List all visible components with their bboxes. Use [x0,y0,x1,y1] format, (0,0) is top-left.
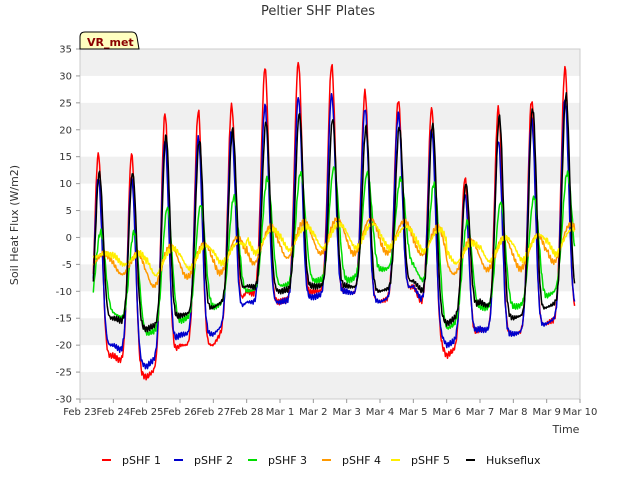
legend-label: pSHF 5 [411,454,450,467]
x-tick-label: Mar 4 [366,407,394,418]
series-line-pshf-5 [92,221,576,277]
plot-frame [79,48,581,400]
x-tick-label: Mar 6 [432,407,460,418]
plot-band [80,264,580,292]
y-tick-label: -10 [56,287,72,298]
y-tick-label: 20 [59,125,72,136]
x-tick-label: Feb 27 [197,407,231,418]
y-axis-label: Soil Heat Flux (W/m2) [8,165,21,285]
x-axis: Feb 23 Feb 24 Feb 25 Feb 26 Feb 27 Feb 28 Mar … [63,399,597,418]
y-tick-label: 30 [59,71,72,82]
y-tick-label: 0 [66,233,72,244]
y-tick-label: 15 [59,152,72,163]
x-tick-label: Feb 26 [163,407,197,418]
x-tick-label: Mar 3 [332,407,360,418]
x-tick-label: Feb 25 [130,407,164,418]
legend-label: pSHF 4 [342,454,381,467]
series-lines [92,61,576,381]
x-tick-label: Feb 23 [63,407,97,418]
y-tick-label: 5 [66,206,72,217]
x-tick-label: Mar 5 [399,407,427,418]
legend-label: pSHF 3 [268,454,307,467]
x-tick-label: Feb 24 [97,407,131,418]
legend-label: pSHF 2 [194,454,233,467]
badge-shape [79,31,140,50]
y-tick-label: -5 [62,260,72,271]
x-tick-label: Feb 28 [230,407,264,418]
plot-band [80,318,580,346]
y-tick-label: -30 [56,395,72,406]
y-tick-label: 10 [59,179,72,190]
series-line-pshf-3 [92,166,576,336]
legend-label: Hukseflux [486,454,541,467]
y-tick-label: 35 [59,45,72,56]
badge-text: VR_met [87,36,134,49]
plot-band [80,372,580,399]
chart-title: Peltier SHF Plates [261,4,375,19]
legend-label: pSHF 1 [122,454,161,467]
y-tick-label: 25 [59,98,72,109]
y-tick-label: -20 [56,341,72,352]
x-tick-label: Mar 8 [499,407,527,418]
x-tick-label: Mar 2 [299,407,327,418]
legend: pSHF 1 pSHF 2 pSHF 3 pSHF 4 pSHF 5 Hukseflux [102,454,541,467]
plot-band [80,49,580,76]
y-tick-label: -15 [56,314,72,325]
vr-met-badge: VR_met [79,31,140,50]
x-tick-label: Mar 10 [563,407,598,418]
x-tick-label: Mar 9 [532,407,560,418]
y-axis: -30 -25 -20 -15 -10 -5 0 5 10 15 20 25 30 35 [56,45,80,406]
y-tick-label: -25 [56,368,72,379]
x-tick-label: Mar 1 [266,407,294,418]
series-line-hukseflux [92,92,576,333]
x-tick-label: Mar 7 [466,407,494,418]
x-axis-label: Time [552,423,580,436]
